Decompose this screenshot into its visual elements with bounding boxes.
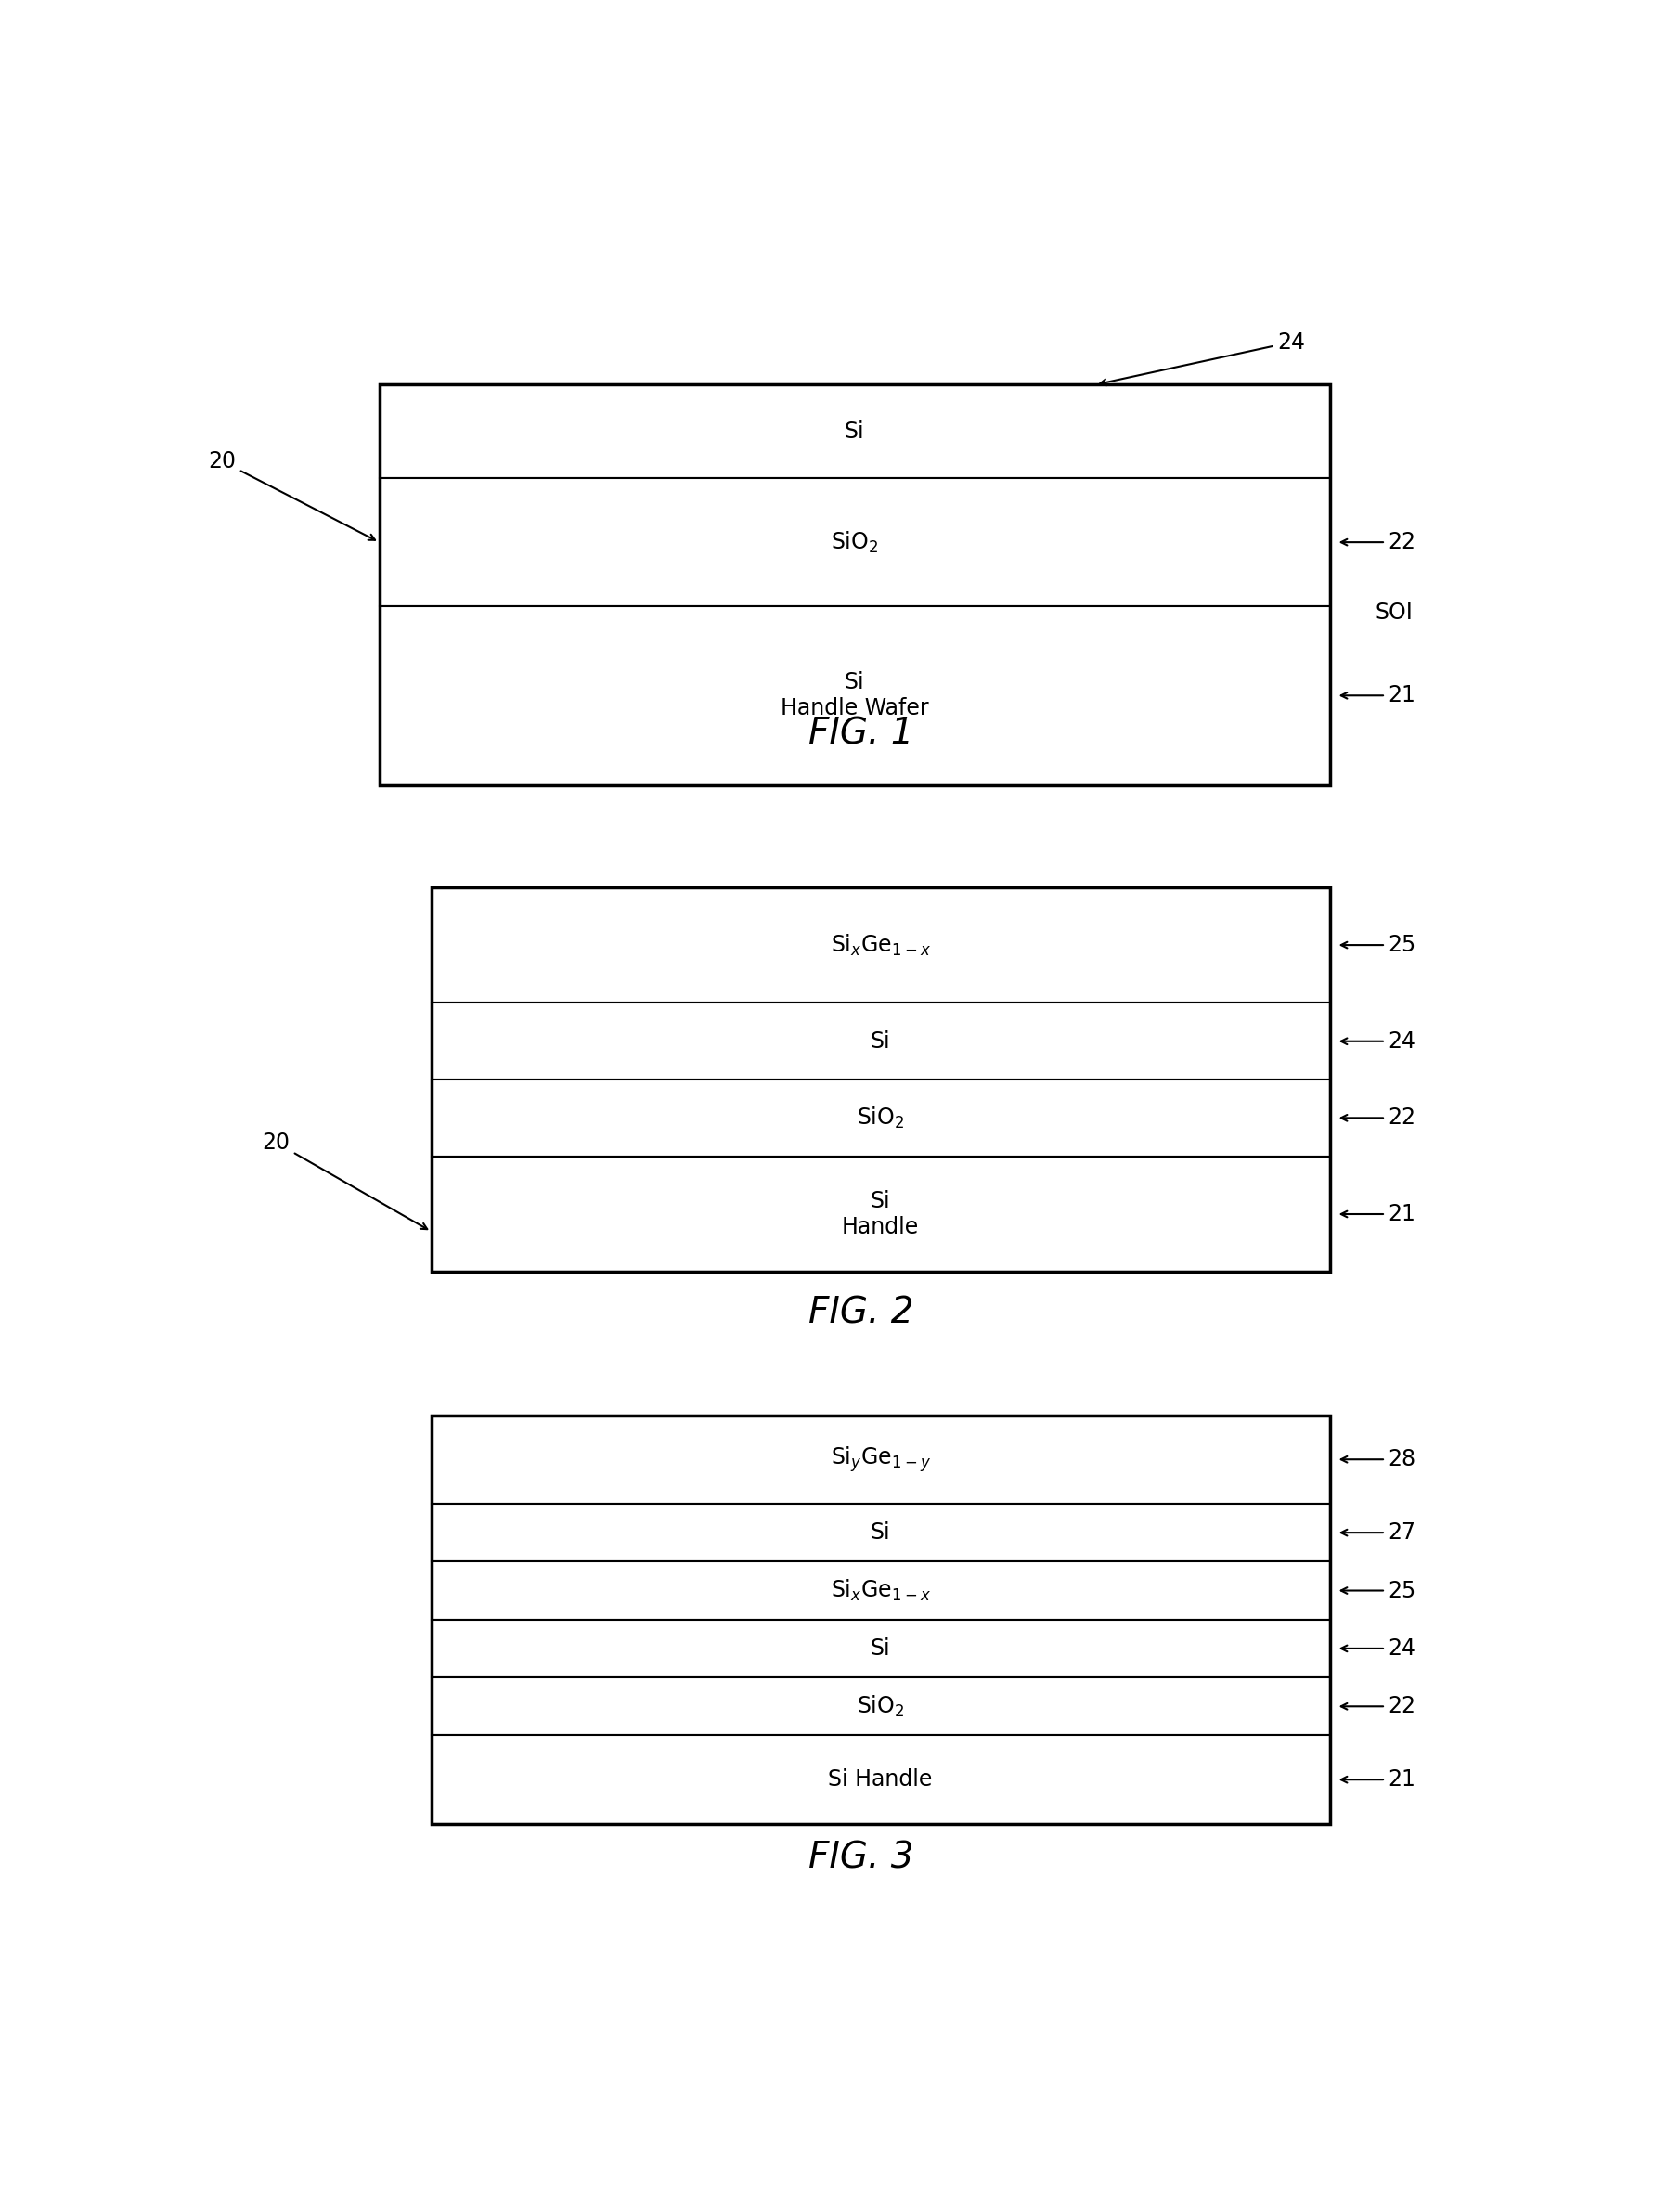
Text: 27: 27 bbox=[1341, 1522, 1416, 1544]
Text: 21: 21 bbox=[1341, 1203, 1416, 1225]
Text: 20: 20 bbox=[262, 1133, 427, 1230]
Text: 22: 22 bbox=[1341, 1106, 1416, 1128]
Text: Si Handle: Si Handle bbox=[828, 1767, 932, 1792]
Bar bbox=[432, 887, 1331, 1272]
Text: 20: 20 bbox=[208, 451, 375, 540]
Bar bbox=[380, 478, 1331, 606]
Text: 24: 24 bbox=[1341, 1637, 1416, 1659]
Bar bbox=[432, 1002, 1331, 1079]
Bar bbox=[432, 1157, 1331, 1272]
Text: SiO$_2$: SiO$_2$ bbox=[857, 1106, 904, 1130]
Text: FIG. 3: FIG. 3 bbox=[808, 1840, 914, 1876]
Text: 24: 24 bbox=[1100, 332, 1305, 385]
Bar bbox=[380, 606, 1331, 785]
Text: SOI: SOI bbox=[1376, 602, 1413, 624]
Text: Si
Handle Wafer: Si Handle Wafer bbox=[781, 672, 929, 719]
Bar bbox=[432, 887, 1331, 1002]
Text: Si
Handle: Si Handle bbox=[842, 1190, 919, 1239]
Bar bbox=[432, 1416, 1331, 1825]
Bar bbox=[432, 1562, 1331, 1619]
Text: Si$_x$Ge$_{1-x}$: Si$_x$Ge$_{1-x}$ bbox=[830, 1577, 931, 1604]
Bar bbox=[380, 385, 1331, 478]
Bar bbox=[432, 1677, 1331, 1736]
Text: 22: 22 bbox=[1341, 531, 1416, 553]
Text: Si: Si bbox=[870, 1522, 890, 1544]
Bar bbox=[432, 1736, 1331, 1825]
Text: 21: 21 bbox=[1341, 684, 1416, 706]
Text: Si: Si bbox=[845, 420, 865, 442]
Text: SiO$_2$: SiO$_2$ bbox=[830, 529, 879, 555]
Text: FIG. 2: FIG. 2 bbox=[808, 1296, 914, 1332]
Text: Si$_y$Ge$_{1-y}$: Si$_y$Ge$_{1-y}$ bbox=[830, 1444, 931, 1473]
Text: Si$_x$Ge$_{1-x}$: Si$_x$Ge$_{1-x}$ bbox=[830, 933, 931, 958]
Bar bbox=[432, 1079, 1331, 1157]
Text: 21: 21 bbox=[1341, 1767, 1416, 1792]
Bar bbox=[432, 1619, 1331, 1677]
Bar bbox=[380, 385, 1331, 785]
Bar bbox=[432, 1416, 1331, 1504]
Bar bbox=[432, 1504, 1331, 1562]
Text: 24: 24 bbox=[1341, 1031, 1416, 1053]
Text: SiO$_2$: SiO$_2$ bbox=[857, 1694, 904, 1719]
Text: 25: 25 bbox=[1341, 1579, 1416, 1601]
Text: Si: Si bbox=[870, 1031, 890, 1053]
Text: FIG. 1: FIG. 1 bbox=[808, 717, 914, 752]
Text: 28: 28 bbox=[1341, 1449, 1416, 1471]
Text: 22: 22 bbox=[1341, 1694, 1416, 1717]
Text: Si: Si bbox=[870, 1637, 890, 1659]
Text: 25: 25 bbox=[1341, 933, 1416, 956]
